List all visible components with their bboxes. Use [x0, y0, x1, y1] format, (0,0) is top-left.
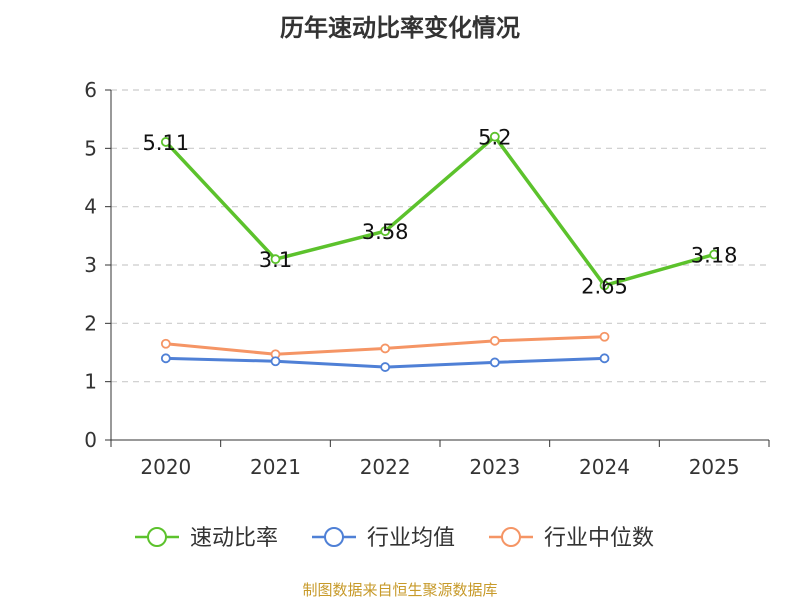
data-point: [599, 353, 610, 364]
legend-item: 行业均值: [312, 526, 455, 551]
x-tick-label: 2025: [689, 455, 740, 479]
y-tick-label: 4: [84, 195, 97, 219]
data-source-note: 制图数据来自恒生聚源数据库: [302, 581, 498, 599]
x-tick-label: 2020: [140, 455, 191, 479]
legend-marker: [147, 527, 167, 547]
data-point: [599, 331, 610, 342]
y-tick-label: 2: [84, 311, 97, 335]
data-point: [160, 353, 171, 364]
y-tick-label: 3: [84, 253, 97, 277]
y-tick-label: 6: [84, 78, 97, 102]
x-tick-label: 2021: [250, 455, 301, 479]
legend-marker: [501, 527, 521, 547]
data-point: [380, 362, 391, 372]
data-label: 2.65: [581, 274, 628, 298]
data-label: 5.11: [142, 131, 189, 155]
legend-label: 行业中位数: [544, 526, 654, 551]
data-point: [709, 249, 720, 260]
legend-label: 速动比率: [190, 526, 278, 551]
y-tick-label: 5: [84, 136, 97, 160]
x-tick-label: 2022: [360, 455, 411, 479]
data-label: 3.1: [259, 248, 292, 272]
data-point: [270, 254, 281, 265]
data-point: [599, 280, 610, 291]
data-label: 5.2: [478, 126, 511, 150]
data-point: [160, 338, 171, 349]
chart-title: 历年速动比率变化情况: [280, 14, 520, 42]
data-point: [489, 131, 500, 142]
legend-label: 行业均值: [367, 526, 455, 551]
data-point: [489, 335, 500, 346]
data-label: 3.18: [691, 244, 738, 268]
data-point: [380, 343, 391, 354]
data-point: [270, 356, 281, 367]
data-point: [160, 137, 171, 147]
x-tick-label: 2023: [469, 455, 520, 479]
legend-marker: [324, 527, 344, 547]
y-tick-label: 0: [84, 428, 97, 452]
y-tick-label: 1: [84, 370, 97, 394]
series-line: [164, 134, 715, 288]
x-tick-label: 2024: [579, 455, 630, 479]
legend-item: 行业中位数: [489, 526, 654, 551]
data-point: [380, 226, 391, 237]
data-point: [489, 357, 500, 368]
legend-item: 速动比率: [135, 526, 278, 551]
data-label: 3.58: [362, 220, 409, 244]
